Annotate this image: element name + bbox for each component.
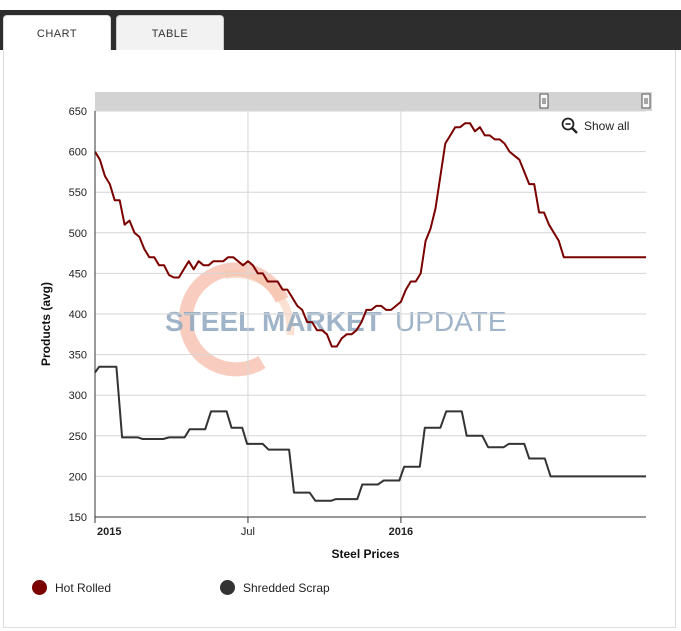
show-all-label[interactable]: Show all [584,119,629,133]
chart-frame [3,50,676,628]
watermark-swoosh [178,262,289,377]
y-tick-label: 550 [69,187,87,199]
tab-chart[interactable]: CHART [3,15,111,50]
y-tick-label: 300 [69,390,87,402]
legend-label-hot-rolled: Hot Rolled [55,580,112,595]
y-tick-label: 600 [69,147,87,159]
y-axis-title: Products (avg) [39,282,53,366]
zoom-out-icon-handle [571,127,578,134]
tab-table[interactable]: TABLE [116,15,224,50]
x-tick-label: 2016 [389,526,413,538]
navigator-track[interactable] [95,92,652,111]
y-tick-label: 350 [69,350,87,362]
y-tick-label: 650 [69,106,87,118]
legend-item-hot-rolled[interactable]: Hot Rolled [32,580,111,595]
y-tick-label: 250 [69,431,87,443]
x-tick-label: Jul [241,526,255,538]
legend-marker-shredded-scrap [220,580,235,595]
navigator-handle-right[interactable] [641,93,651,109]
grid [95,110,646,518]
y-tick-label: 150 [69,512,87,524]
legend-marker-hot-rolled [32,580,47,595]
legend-label-shredded-scrap: Shredded Scrap [243,580,330,595]
axes: 150 200 250 300 350 400 450 500 550 600 650 2015 Jul… [39,106,646,561]
x-tick-label: 2015 [97,526,121,538]
y-tick-label: 450 [69,268,87,280]
watermark-text-market: MARKET [262,306,382,337]
y-tick-label: 500 [69,228,87,240]
watermark-text-steel: STEEL [165,306,255,337]
series-group [94,122,646,502]
legend-item-shredded-scrap[interactable]: Shredded Scrap [220,580,330,595]
navigator-handle-left[interactable] [539,93,549,109]
y-tick-label: 400 [69,309,87,321]
x-axis-title: Steel Prices [331,547,399,561]
series-line-hot-rolled [94,122,646,348]
watermark-text-update: UPDATE [395,306,507,337]
range-navigator[interactable] [95,92,652,111]
watermark-swoosh-inner [224,270,295,336]
series-line-shredded-scrap [94,365,646,502]
tab-bar [0,10,681,50]
show-all-button[interactable]: Show all [561,117,630,134]
y-tick-label: 200 [69,471,87,483]
